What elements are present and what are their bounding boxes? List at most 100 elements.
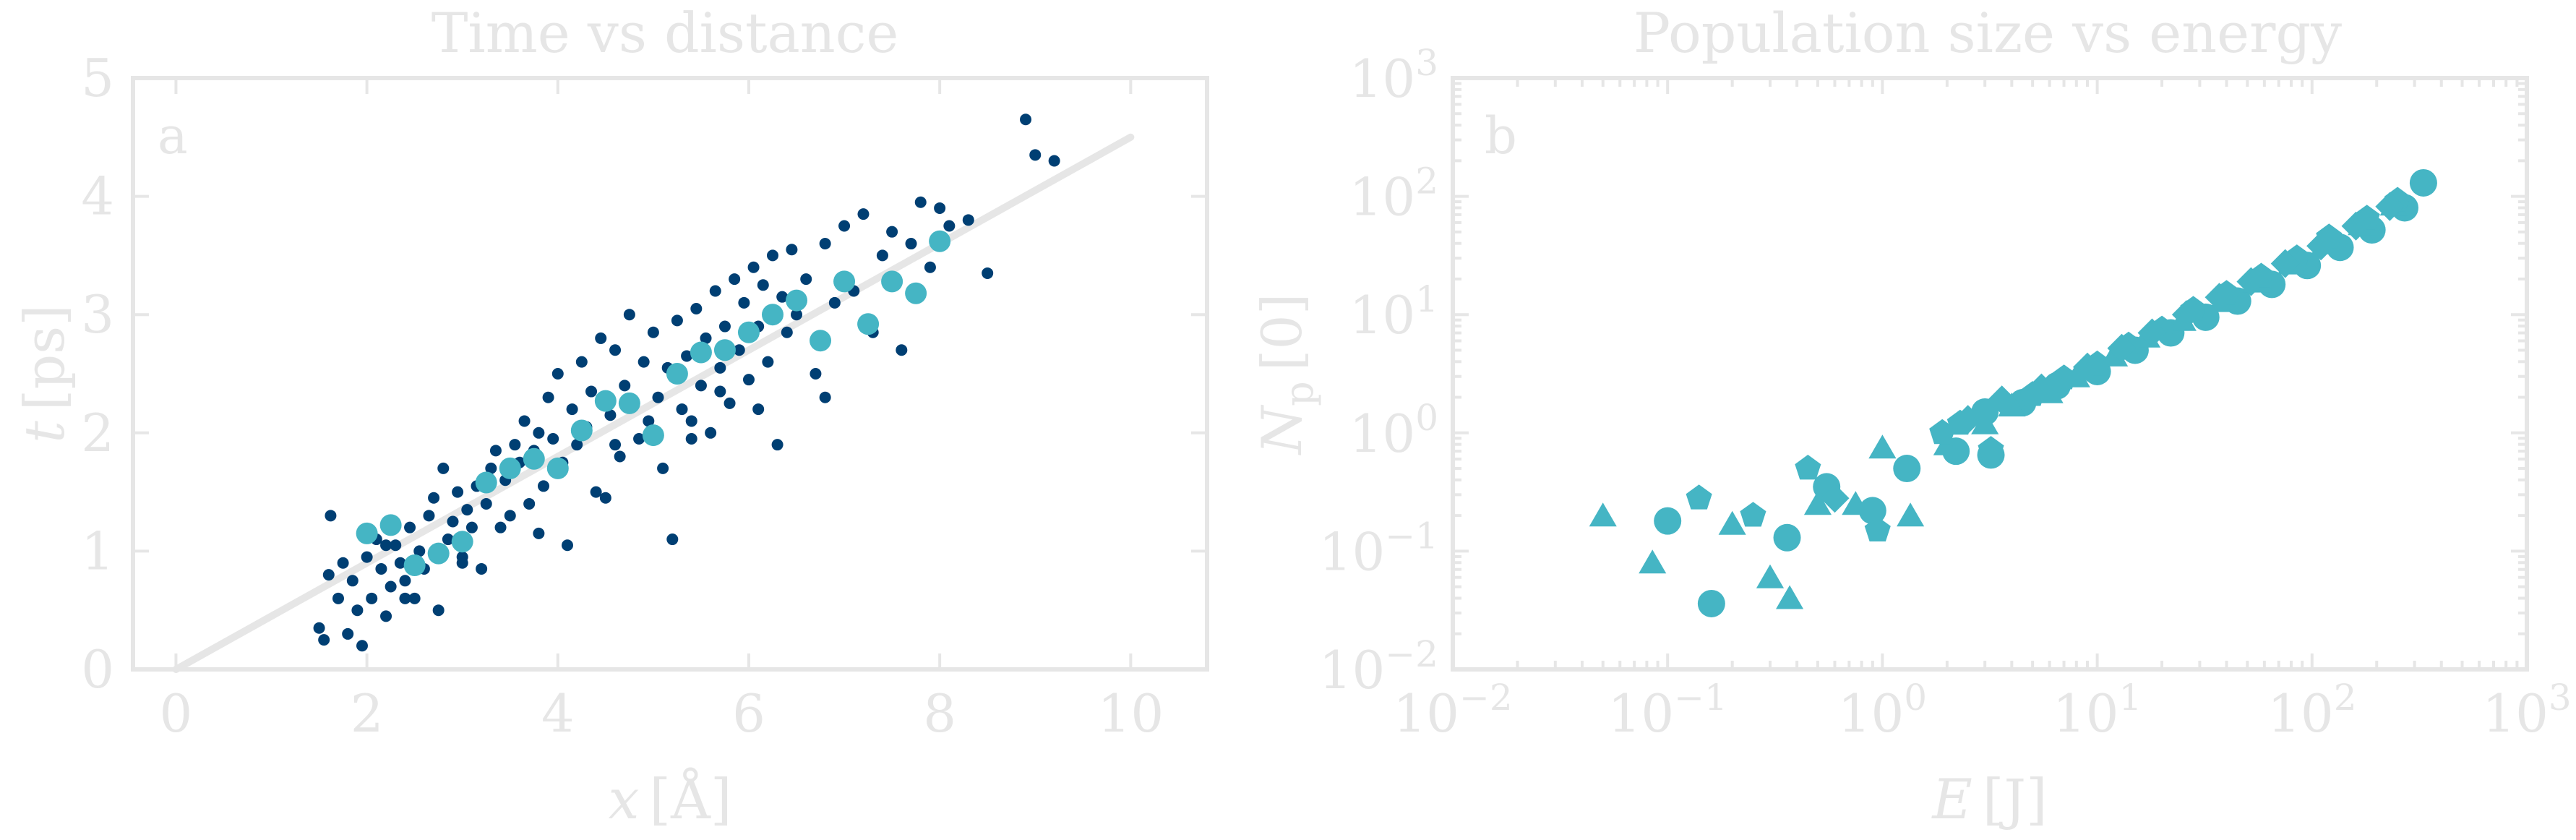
data-point — [399, 575, 411, 587]
panel-b-ylabel-var: N — [1250, 404, 1314, 455]
panel-a-ylabel: t [ps] — [12, 304, 77, 443]
panel-b-xlabel-var: E — [1931, 767, 1972, 831]
data-point — [681, 350, 693, 362]
y-tick-label: 100 — [1349, 397, 1438, 464]
diamond-marker — [2027, 373, 2056, 403]
data-point — [810, 368, 822, 380]
data-point — [346, 575, 359, 587]
y-tick-label: 10−1 — [1319, 515, 1438, 582]
y-tick-label: 101 — [1349, 278, 1438, 346]
binned-point — [713, 339, 736, 361]
data-point — [838, 220, 851, 232]
data-point — [390, 539, 402, 552]
data-point — [489, 445, 502, 457]
data-point — [375, 562, 387, 575]
circle-marker — [1893, 455, 1921, 483]
panel-b-axes-frame — [1451, 76, 2529, 672]
data-point — [609, 344, 622, 356]
data-point — [718, 320, 731, 333]
data-point — [485, 462, 497, 474]
data-point — [408, 592, 421, 604]
binned-point — [570, 419, 593, 442]
pentagon-marker — [1740, 502, 1766, 527]
binned-point — [475, 471, 497, 494]
triangle-marker — [1842, 491, 1870, 515]
diamond-marker — [2137, 318, 2167, 348]
data-point — [676, 403, 688, 416]
data-point — [695, 380, 707, 392]
data-point — [413, 545, 426, 557]
circle-marker — [1773, 523, 1801, 552]
y-tick-label: 5 — [81, 48, 114, 108]
data-point — [404, 521, 416, 533]
data-point — [595, 332, 607, 344]
data-point — [637, 356, 650, 368]
circle-marker — [1654, 507, 1682, 535]
data-point — [575, 356, 588, 368]
binned-point — [905, 282, 927, 304]
data-point — [791, 309, 803, 321]
x-tick-label: 103 — [2482, 677, 2571, 744]
binned-point — [427, 542, 450, 565]
data-point — [896, 344, 908, 356]
data-point — [351, 604, 364, 617]
binned-point — [451, 531, 473, 553]
data-point — [685, 432, 697, 445]
diamond-marker — [2171, 300, 2201, 330]
data-point — [647, 326, 659, 338]
x-tick-label: 0 — [160, 683, 193, 744]
diamond-marker — [2375, 192, 2405, 221]
data-point — [437, 462, 450, 474]
data-point — [332, 592, 344, 604]
data-point — [614, 450, 626, 463]
data-point — [714, 385, 726, 398]
diamond-marker — [1820, 484, 1850, 513]
diamond-marker — [1987, 385, 2017, 415]
data-point — [456, 557, 468, 569]
diamond-marker — [1953, 405, 1983, 434]
data-point — [523, 497, 536, 510]
data-point — [819, 238, 831, 250]
binned-point — [690, 341, 712, 364]
diamond-marker — [2073, 352, 2102, 382]
x-tick-label: 6 — [732, 683, 765, 744]
data-point — [705, 427, 717, 439]
panel-a-title: Time vs distance — [432, 1, 899, 65]
binned-point — [499, 457, 521, 479]
data-point — [480, 497, 492, 510]
x-tick-label: 8 — [923, 683, 956, 744]
binned-point — [761, 304, 783, 326]
panel-b-letter: b — [1485, 106, 1517, 166]
data-point — [752, 403, 765, 416]
data-point — [700, 332, 712, 344]
data-point — [729, 273, 741, 286]
data-point — [571, 439, 583, 451]
data-point — [671, 314, 683, 327]
circle-marker — [1858, 497, 1886, 525]
binned-point — [786, 289, 808, 312]
data-point — [1020, 113, 1032, 126]
y-tick-label: 102 — [1349, 160, 1438, 228]
data-point — [476, 562, 488, 575]
data-point — [542, 391, 554, 403]
data-point — [609, 439, 622, 451]
data-point — [943, 220, 956, 232]
data-point — [776, 291, 789, 303]
data-point — [757, 279, 769, 291]
data-point — [547, 432, 559, 445]
data-point — [924, 261, 936, 273]
data-point — [934, 202, 946, 214]
circle-marker — [1697, 589, 1725, 617]
binned-point — [546, 457, 569, 479]
panel-b-marks — [1589, 168, 2437, 617]
data-point — [876, 249, 888, 262]
pentagon-marker — [1864, 516, 1891, 541]
data-point — [380, 610, 392, 622]
data-point — [962, 214, 974, 226]
data-point — [633, 432, 645, 445]
data-point — [518, 415, 531, 427]
diamond-marker — [2341, 211, 2371, 241]
panel-a-xlabel-unit: [Å] — [649, 766, 731, 831]
data-point — [762, 356, 774, 368]
panel-a-marks — [172, 113, 1135, 673]
